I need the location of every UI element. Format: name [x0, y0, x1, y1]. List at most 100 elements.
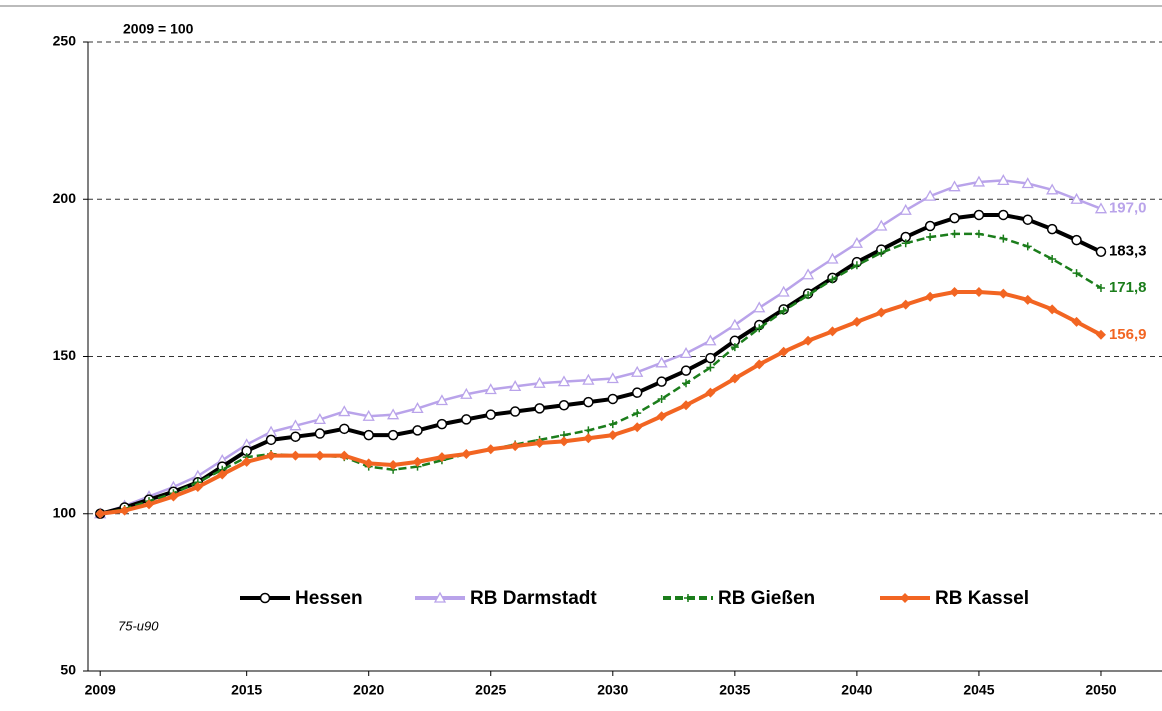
- value-label: 197,0: [1109, 200, 1147, 217]
- marker: [314, 450, 325, 461]
- base-annotation: 2009 = 100: [123, 21, 194, 37]
- marker: [657, 394, 666, 403]
- x-tick-label: 2009: [85, 682, 116, 698]
- marker: [827, 326, 838, 337]
- marker: [435, 394, 449, 406]
- legend-label: RB Gießen: [718, 588, 815, 609]
- marker: [584, 426, 593, 435]
- marker: [485, 444, 496, 455]
- x-tick-label: 2015: [231, 682, 262, 698]
- marker: [533, 376, 546, 388]
- marker: [999, 234, 1008, 243]
- series-markers: [95, 287, 1106, 519]
- marker: [997, 174, 1010, 186]
- marker: [607, 393, 619, 405]
- marker: [388, 460, 399, 471]
- marker: [436, 418, 448, 430]
- marker: [804, 291, 813, 300]
- marker: [950, 229, 959, 238]
- marker: [1071, 316, 1082, 327]
- marker: [924, 189, 937, 201]
- marker: [387, 429, 399, 441]
- marker: [259, 592, 271, 604]
- marker: [706, 363, 715, 372]
- marker: [1072, 269, 1081, 278]
- marker: [433, 591, 447, 603]
- marker: [1047, 304, 1058, 315]
- marker: [973, 287, 984, 298]
- marker: [899, 203, 912, 215]
- marker: [1022, 294, 1033, 305]
- series-line: [99, 290, 1102, 516]
- marker: [1094, 202, 1108, 214]
- code-annotation: 75-u90: [118, 618, 159, 633]
- marker: [803, 335, 814, 346]
- marker: [534, 437, 545, 448]
- marker: [1022, 214, 1033, 225]
- marker: [95, 508, 106, 519]
- marker: [192, 482, 203, 493]
- marker: [998, 209, 1009, 221]
- marker: [461, 448, 472, 459]
- marker: [460, 387, 473, 399]
- marker: [852, 261, 861, 270]
- marker: [926, 232, 935, 241]
- marker: [338, 405, 351, 417]
- value-label: 183,3: [1109, 243, 1147, 260]
- marker: [876, 307, 887, 318]
- legend-label: RB Darmstadt: [470, 588, 597, 609]
- marker: [583, 396, 594, 408]
- marker: [241, 456, 252, 467]
- marker: [631, 365, 644, 377]
- marker: [1095, 246, 1107, 258]
- series-markers: [94, 209, 1107, 519]
- y-tick-label: 200: [53, 190, 77, 206]
- marker: [753, 301, 766, 313]
- marker: [974, 229, 983, 238]
- marker: [484, 383, 497, 395]
- marker: [436, 452, 447, 463]
- marker: [801, 268, 815, 280]
- marker: [1046, 223, 1058, 235]
- marker: [949, 212, 960, 224]
- marker: [684, 594, 692, 602]
- marker: [1046, 183, 1059, 195]
- marker: [754, 359, 765, 370]
- marker: [363, 429, 374, 441]
- y-tick-label: 50: [60, 662, 76, 678]
- value-label: 156,9: [1109, 326, 1147, 343]
- marker: [339, 450, 350, 461]
- marker: [1095, 329, 1106, 340]
- marker: [851, 316, 862, 327]
- marker: [1048, 255, 1057, 264]
- legend-label: RB Kassel: [935, 588, 1029, 609]
- marker: [290, 431, 301, 442]
- marker: [168, 491, 179, 502]
- marker: [217, 469, 228, 480]
- marker: [411, 402, 424, 414]
- marker: [631, 387, 643, 398]
- marker: [681, 400, 692, 411]
- marker: [265, 434, 277, 446]
- marker: [485, 409, 496, 420]
- marker: [656, 411, 667, 422]
- marker: [729, 373, 740, 384]
- marker: [582, 373, 595, 385]
- marker: [730, 343, 739, 352]
- marker: [949, 287, 960, 298]
- marker: [925, 291, 936, 302]
- y-tick-label: 100: [53, 504, 77, 520]
- marker: [313, 413, 326, 425]
- x-tick-label: 2040: [841, 682, 872, 698]
- marker: [558, 399, 570, 411]
- marker: [509, 380, 522, 392]
- marker: [290, 450, 301, 461]
- marker: [779, 306, 788, 315]
- marker: [339, 423, 350, 435]
- x-tick-label: 2045: [963, 682, 994, 698]
- marker: [877, 248, 886, 257]
- marker: [777, 285, 790, 297]
- marker: [144, 499, 155, 510]
- marker: [900, 299, 911, 310]
- value-label: 171,8: [1109, 279, 1147, 296]
